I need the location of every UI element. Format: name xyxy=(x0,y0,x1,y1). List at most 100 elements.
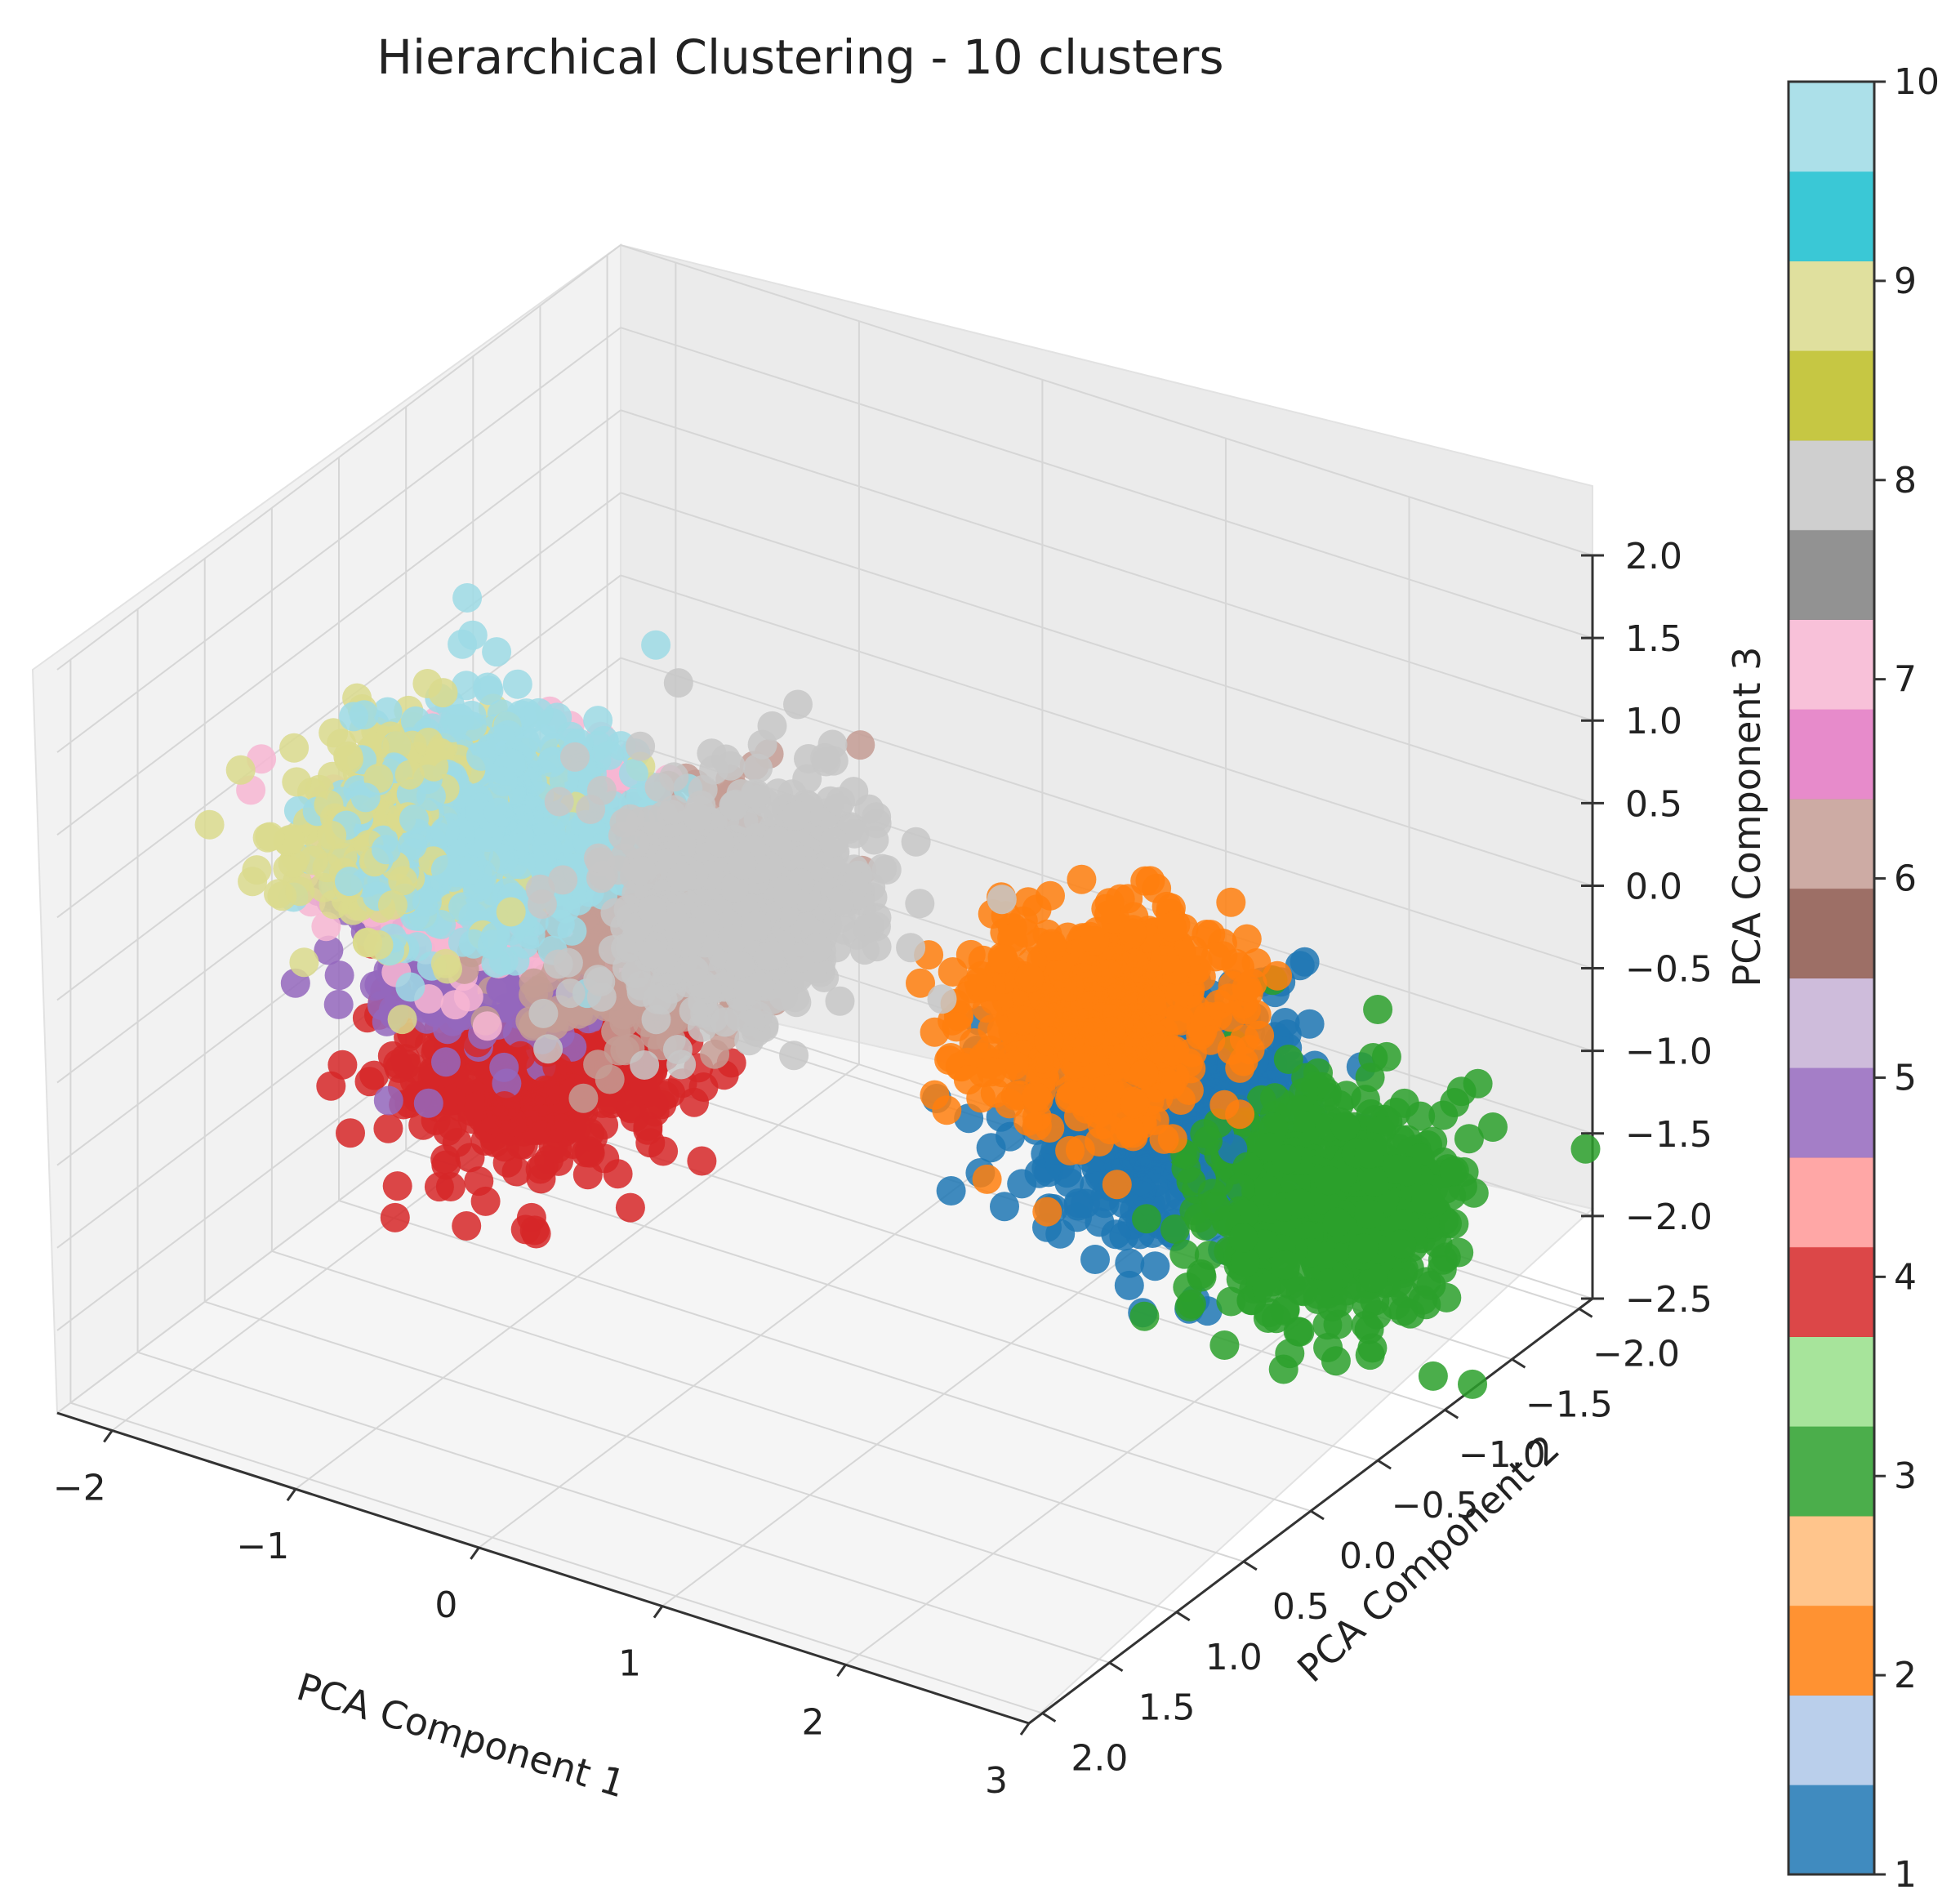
axis-line xyxy=(286,1488,297,1502)
grid-line xyxy=(137,1351,1110,1664)
scatter-point xyxy=(1102,1170,1132,1200)
scatter-point xyxy=(938,957,968,987)
scatter-point xyxy=(743,753,773,783)
scatter-point xyxy=(825,986,855,1016)
scatter-point xyxy=(526,1164,556,1194)
scatter-point xyxy=(1228,1046,1258,1076)
scatter-point xyxy=(819,827,849,858)
scatter-point xyxy=(452,583,483,613)
scatter-point xyxy=(663,668,693,698)
scatter-point xyxy=(964,967,994,997)
axis-line xyxy=(56,1411,1030,1725)
scatter-point xyxy=(637,804,667,835)
data-points xyxy=(194,583,1601,1399)
scatter-point xyxy=(1225,1173,1255,1203)
scatter-point xyxy=(1294,1009,1325,1039)
scatter-point xyxy=(942,1012,972,1042)
scatter-point xyxy=(1357,1333,1388,1363)
scatter-point xyxy=(486,974,516,1004)
scatter-point xyxy=(1063,1191,1094,1221)
scatter-point xyxy=(1114,1270,1144,1300)
scatter-point xyxy=(1178,1037,1207,1067)
scatter-point xyxy=(433,1116,463,1146)
scatter-point xyxy=(1014,963,1045,993)
grid-line xyxy=(271,1250,1245,1562)
scatter-point xyxy=(1314,1165,1344,1196)
scatter-point xyxy=(589,725,619,755)
scatter-point xyxy=(1169,1239,1200,1269)
scatter-point xyxy=(936,1176,966,1206)
scatter-point xyxy=(472,1011,502,1041)
scatter-point xyxy=(615,1192,645,1223)
scatter-point xyxy=(470,1186,501,1216)
scatter-point xyxy=(1330,1112,1361,1142)
scatter-point xyxy=(452,671,481,701)
scatter-point xyxy=(1216,887,1246,917)
scatter-point xyxy=(1032,1197,1062,1227)
scatter-point xyxy=(700,1039,730,1069)
grid-line xyxy=(204,1300,1178,1613)
scatter-point xyxy=(896,933,926,963)
scatter-point xyxy=(1351,1310,1381,1340)
scatter-point xyxy=(1157,1124,1187,1154)
scatter-point xyxy=(1275,1339,1305,1369)
scatter-point xyxy=(1348,1233,1379,1263)
scatter-point xyxy=(489,1052,519,1082)
grid-line xyxy=(56,244,621,671)
scatter-point xyxy=(1209,1090,1240,1120)
scatter-point xyxy=(1067,864,1097,894)
scatter-point xyxy=(424,1172,454,1202)
scatter-point xyxy=(408,1110,439,1140)
scatter-point xyxy=(779,1041,809,1071)
grid-line xyxy=(56,327,621,753)
scatter-point xyxy=(1387,1229,1417,1259)
scatter-point xyxy=(1137,986,1167,1016)
axis-line xyxy=(1578,1308,1593,1318)
scatter-point xyxy=(826,787,856,817)
scatter-point xyxy=(1405,1101,1436,1131)
scatter-point xyxy=(324,960,354,991)
scatter-point xyxy=(972,1164,1002,1194)
scatter-point xyxy=(641,630,671,660)
scatter-point xyxy=(932,1095,962,1125)
axis-line xyxy=(1175,1611,1191,1622)
axis-line xyxy=(836,1664,847,1678)
axis-line xyxy=(1019,1723,1031,1736)
scatter-point xyxy=(710,744,741,774)
scatter-point xyxy=(987,885,1017,915)
scatter-point xyxy=(1135,866,1165,896)
scatter-point xyxy=(953,1065,983,1095)
scatter-point xyxy=(757,711,787,741)
scatter-point xyxy=(1200,1192,1231,1222)
scatter-point xyxy=(1129,1301,1160,1331)
axis-line xyxy=(470,1547,480,1560)
scatter-point xyxy=(1021,1082,1051,1112)
scatter-point xyxy=(382,1171,412,1201)
scatter-point xyxy=(719,791,749,821)
scatter-point xyxy=(1008,1005,1038,1036)
scatter-point xyxy=(1150,945,1180,975)
scatter-point xyxy=(501,1157,532,1187)
scatter-point xyxy=(1570,1134,1601,1164)
scatter-point xyxy=(1232,924,1262,954)
scatter-point xyxy=(373,1113,403,1143)
scatter-point xyxy=(905,889,935,919)
scatter-point xyxy=(574,1136,604,1166)
axis-line xyxy=(1511,1358,1526,1369)
scatter-point xyxy=(502,669,532,699)
scatter-point xyxy=(1108,1043,1138,1073)
scatter-point xyxy=(1411,1183,1441,1214)
scatter-point xyxy=(1418,1361,1448,1391)
scatter-point xyxy=(1129,1059,1159,1089)
scatter-point xyxy=(1458,1369,1487,1399)
scatter-point xyxy=(474,675,504,706)
scatter-point xyxy=(810,742,840,773)
scatter-point xyxy=(1013,1106,1044,1136)
grid-line xyxy=(338,1200,1312,1512)
scatter-point xyxy=(1115,1248,1145,1278)
scatter-point xyxy=(1371,1041,1401,1072)
scatter-point xyxy=(626,731,656,761)
scatter-point xyxy=(1254,1298,1284,1328)
scatter-point xyxy=(741,778,770,809)
